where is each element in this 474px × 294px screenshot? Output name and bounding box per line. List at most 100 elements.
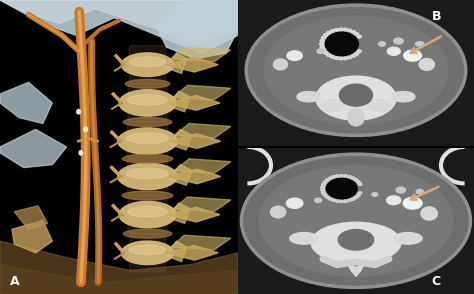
Ellipse shape (327, 54, 331, 56)
Ellipse shape (416, 42, 424, 46)
Ellipse shape (327, 178, 357, 199)
Ellipse shape (344, 175, 347, 177)
Polygon shape (171, 235, 231, 250)
Ellipse shape (326, 179, 329, 181)
Ellipse shape (421, 207, 438, 220)
Ellipse shape (372, 193, 378, 196)
Ellipse shape (77, 109, 80, 114)
Ellipse shape (339, 84, 373, 106)
Ellipse shape (243, 155, 469, 287)
Ellipse shape (339, 57, 343, 60)
Polygon shape (168, 129, 192, 150)
Polygon shape (0, 241, 238, 294)
Polygon shape (167, 203, 191, 223)
Ellipse shape (264, 16, 448, 124)
Ellipse shape (321, 191, 325, 194)
Ellipse shape (394, 38, 403, 44)
Ellipse shape (286, 198, 303, 208)
Polygon shape (0, 0, 238, 53)
Ellipse shape (320, 39, 324, 42)
Polygon shape (173, 85, 231, 100)
FancyBboxPatch shape (129, 46, 165, 84)
FancyBboxPatch shape (128, 84, 167, 122)
Ellipse shape (339, 200, 343, 203)
Ellipse shape (121, 53, 173, 76)
Ellipse shape (323, 194, 327, 196)
Ellipse shape (392, 91, 415, 102)
Ellipse shape (332, 176, 336, 178)
FancyBboxPatch shape (128, 157, 168, 196)
Ellipse shape (335, 57, 339, 59)
Ellipse shape (123, 229, 172, 238)
Ellipse shape (122, 154, 173, 163)
Ellipse shape (356, 181, 360, 183)
Ellipse shape (259, 165, 453, 276)
Ellipse shape (84, 127, 87, 132)
Ellipse shape (328, 198, 332, 200)
Polygon shape (12, 220, 52, 253)
Ellipse shape (118, 128, 177, 154)
Ellipse shape (335, 29, 339, 31)
Ellipse shape (394, 233, 422, 244)
Ellipse shape (123, 118, 172, 126)
Polygon shape (155, 0, 238, 59)
Ellipse shape (338, 230, 374, 250)
Ellipse shape (343, 28, 347, 31)
Ellipse shape (358, 183, 362, 185)
Ellipse shape (336, 175, 339, 177)
Polygon shape (167, 96, 220, 110)
Ellipse shape (273, 59, 288, 70)
Ellipse shape (336, 200, 339, 202)
Ellipse shape (129, 245, 166, 255)
Ellipse shape (347, 29, 352, 32)
Polygon shape (174, 159, 231, 173)
Ellipse shape (332, 199, 336, 201)
Ellipse shape (317, 49, 324, 54)
Ellipse shape (321, 189, 324, 191)
Ellipse shape (354, 178, 358, 181)
FancyBboxPatch shape (129, 234, 165, 272)
Ellipse shape (321, 49, 326, 51)
Ellipse shape (79, 151, 82, 155)
Ellipse shape (419, 59, 435, 70)
Ellipse shape (339, 28, 343, 31)
Ellipse shape (387, 196, 401, 205)
Ellipse shape (321, 36, 326, 39)
Polygon shape (0, 129, 67, 168)
Ellipse shape (355, 53, 359, 55)
Polygon shape (168, 165, 192, 185)
Ellipse shape (247, 6, 465, 135)
Ellipse shape (344, 200, 347, 202)
Ellipse shape (325, 32, 358, 56)
Ellipse shape (321, 186, 324, 188)
Ellipse shape (119, 90, 176, 116)
Ellipse shape (355, 33, 359, 35)
Text: C: C (431, 275, 441, 288)
Ellipse shape (357, 35, 361, 38)
Ellipse shape (326, 196, 329, 198)
Ellipse shape (122, 191, 173, 200)
Ellipse shape (270, 206, 286, 218)
Ellipse shape (287, 51, 302, 60)
Polygon shape (14, 206, 47, 229)
Text: A: A (9, 275, 19, 288)
Ellipse shape (328, 177, 332, 179)
Polygon shape (167, 91, 191, 112)
Polygon shape (346, 262, 365, 276)
Ellipse shape (290, 233, 318, 244)
Ellipse shape (396, 187, 406, 193)
Ellipse shape (368, 100, 392, 111)
Ellipse shape (321, 183, 325, 186)
Ellipse shape (315, 198, 322, 203)
Polygon shape (166, 245, 218, 260)
Ellipse shape (358, 192, 362, 194)
Ellipse shape (339, 175, 343, 177)
Ellipse shape (330, 56, 335, 58)
Ellipse shape (327, 31, 331, 34)
Ellipse shape (297, 91, 320, 102)
Polygon shape (173, 197, 231, 212)
Ellipse shape (348, 108, 364, 126)
Ellipse shape (404, 50, 421, 61)
Polygon shape (166, 241, 187, 262)
Ellipse shape (356, 194, 360, 197)
